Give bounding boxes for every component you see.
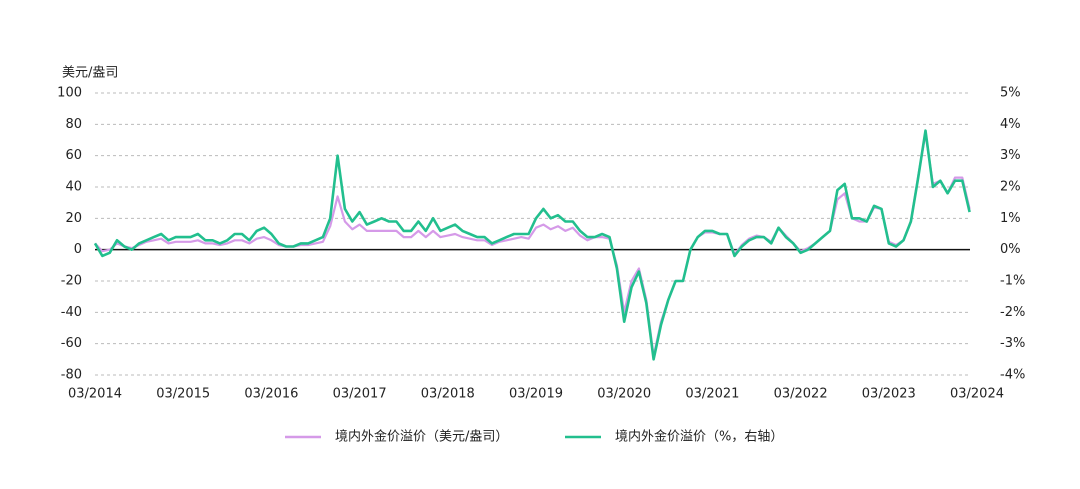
- y-tick-label: 40: [65, 180, 82, 195]
- y2-tick-label: 5%: [1000, 86, 1021, 101]
- x-tick-label: 03/2022: [774, 387, 828, 402]
- x-tick-label: 03/2014: [68, 387, 122, 402]
- x-tick-label: 03/2021: [685, 387, 739, 402]
- y2-tick-label: -1%: [1000, 274, 1025, 289]
- y-tick-label: -20: [61, 274, 82, 289]
- y2-tick-label: -4%: [1000, 368, 1025, 383]
- y-tick-label: 80: [65, 117, 82, 132]
- x-tick-label: 03/2016: [244, 387, 298, 402]
- y2-tick-label: 4%: [1000, 117, 1021, 132]
- y-tick-label: -80: [61, 368, 82, 383]
- x-tick-label: 03/2024: [950, 387, 1004, 402]
- series-line: [93, 129, 971, 361]
- y-tick-label: 20: [65, 211, 82, 226]
- y-tick-label: -40: [61, 305, 82, 320]
- y2-tick-label: 0%: [1000, 242, 1021, 257]
- legend-label: 境内外金价溢价（美元/盎司）: [335, 429, 508, 445]
- y2-tick-label: 3%: [1000, 148, 1021, 163]
- x-tick-label: 03/2018: [421, 387, 475, 402]
- x-tick-label: 03/2023: [862, 387, 916, 402]
- y-tick-label: 60: [65, 148, 82, 163]
- legend-label: 境内外金价溢价（%，右轴）: [615, 429, 783, 445]
- x-tick-label: 03/2017: [333, 387, 387, 402]
- x-tick-label: 03/2015: [156, 387, 210, 402]
- y-axis-title: 美元/盎司: [62, 66, 118, 81]
- y2-tick-label: -3%: [1000, 336, 1025, 351]
- y-tick-label: -60: [61, 336, 82, 351]
- series-line: [94, 132, 971, 358]
- y-tick-label: 100: [57, 86, 82, 101]
- y2-tick-label: 2%: [1000, 180, 1021, 195]
- y2-tick-label: -2%: [1000, 305, 1025, 320]
- y-tick-label: 0: [74, 242, 82, 257]
- x-tick-label: 03/2020: [597, 387, 651, 402]
- x-tick-label: 03/2019: [509, 387, 563, 402]
- y2-tick-label: 1%: [1000, 211, 1021, 226]
